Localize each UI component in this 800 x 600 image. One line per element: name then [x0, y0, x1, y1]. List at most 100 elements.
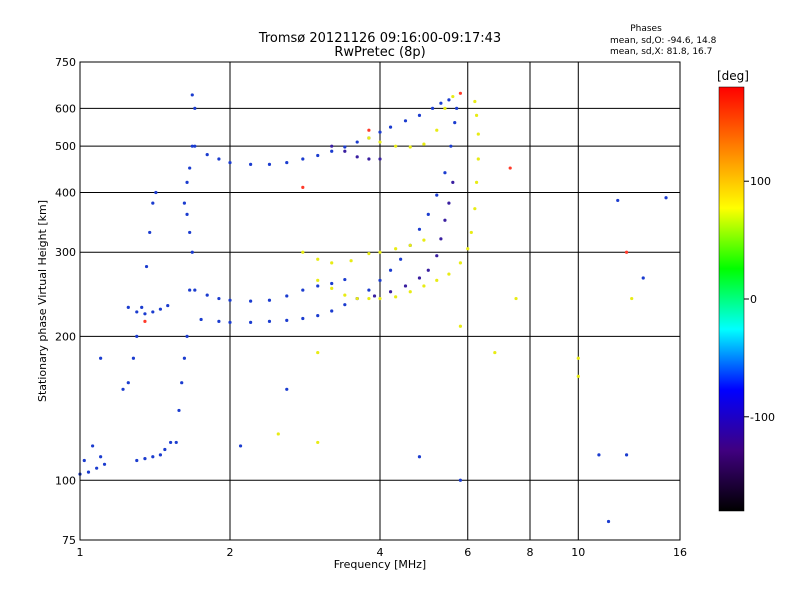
data-point	[185, 334, 189, 338]
data-point	[205, 293, 209, 297]
data-point	[228, 298, 232, 302]
data-point	[316, 257, 320, 261]
data-point	[135, 334, 139, 338]
data-point	[367, 157, 371, 161]
data-point	[86, 470, 91, 474]
data-point	[443, 218, 447, 222]
y-axis-label: Stationary phase Virtual Height [km]	[36, 200, 49, 402]
data-point	[394, 247, 398, 251]
data-point	[188, 288, 192, 292]
data-point	[355, 155, 359, 159]
y-tick-label: 750	[55, 56, 76, 69]
x-tick-label: 4	[377, 546, 384, 559]
data-point	[378, 278, 382, 282]
data-point	[140, 305, 144, 309]
series-6	[330, 144, 382, 161]
y-tick-label: 300	[55, 246, 76, 259]
data-point	[378, 157, 382, 161]
y-axis-ticks: 75 100 200 300 400 500 600 750	[55, 56, 76, 547]
data-point	[447, 201, 451, 205]
data-point	[285, 387, 289, 391]
data-point	[417, 455, 422, 459]
x-tick-label: 16	[673, 546, 687, 559]
data-point	[417, 227, 422, 231]
data-point	[430, 106, 435, 110]
series-10	[367, 94, 455, 149]
data-points	[78, 91, 668, 524]
data-point	[301, 316, 305, 321]
data-point	[576, 374, 580, 378]
data-point	[267, 298, 272, 302]
data-point	[177, 408, 181, 413]
data-point	[455, 106, 459, 110]
data-point	[267, 319, 272, 323]
data-point	[126, 381, 130, 385]
data-point	[349, 259, 353, 263]
data-point	[193, 288, 197, 292]
data-point	[451, 180, 455, 184]
data-point	[378, 130, 382, 134]
series-13	[276, 296, 634, 445]
data-point	[388, 125, 393, 129]
data-point	[249, 162, 253, 166]
data-point	[185, 212, 189, 216]
data-point	[169, 440, 173, 445]
series-5	[199, 106, 459, 324]
data-point	[135, 458, 139, 463]
data-point	[121, 387, 125, 391]
data-point	[624, 453, 629, 457]
data-point	[285, 294, 289, 298]
data-point	[394, 295, 398, 299]
stats-line-o: mean, sd,O: -94.6, 14.8	[610, 36, 717, 46]
data-point	[154, 190, 158, 195]
data-point	[102, 462, 107, 466]
data-point	[641, 276, 645, 280]
data-point	[330, 309, 334, 313]
data-point	[435, 128, 439, 132]
colorbar-tick-label: -100	[750, 411, 775, 424]
data-point	[388, 290, 393, 294]
data-point	[630, 296, 634, 301]
data-point	[378, 250, 382, 254]
data-point	[174, 440, 178, 445]
data-point	[185, 180, 189, 184]
data-point	[163, 447, 167, 452]
data-point	[166, 303, 170, 308]
data-point	[316, 440, 320, 445]
series-4	[193, 277, 347, 303]
data-point	[367, 128, 371, 132]
data-point	[343, 149, 347, 153]
data-point	[403, 284, 408, 288]
data-point	[82, 458, 86, 463]
colorbar-tick-label: 0	[750, 293, 757, 306]
data-point	[190, 250, 194, 254]
x-tick-label: 2	[227, 546, 234, 559]
data-point	[193, 106, 197, 110]
colorbar-ticks: 100 0 -100	[744, 175, 775, 424]
data-point	[343, 145, 347, 149]
data-point	[343, 277, 347, 282]
data-point	[158, 453, 163, 457]
data-point	[458, 261, 463, 265]
series-8	[301, 238, 426, 265]
data-point	[190, 144, 194, 148]
data-point	[458, 324, 463, 328]
data-point	[624, 250, 629, 254]
series-1	[121, 190, 170, 391]
data-point	[355, 140, 359, 144]
data-point	[95, 466, 99, 470]
data-point	[228, 160, 232, 165]
x-tick-label: 10	[571, 546, 585, 559]
y-tick-label: 200	[55, 330, 76, 343]
data-point	[316, 278, 320, 282]
data-point	[422, 284, 426, 288]
data-point	[399, 257, 403, 261]
data-point	[458, 478, 463, 482]
data-point	[301, 288, 305, 292]
data-point	[355, 296, 359, 301]
data-point	[238, 444, 243, 448]
data-point	[151, 455, 155, 459]
chart-title: Tromsø 20121126 09:16:00-09:17:43	[258, 31, 501, 46]
data-point	[417, 276, 422, 280]
data-point	[447, 272, 451, 276]
